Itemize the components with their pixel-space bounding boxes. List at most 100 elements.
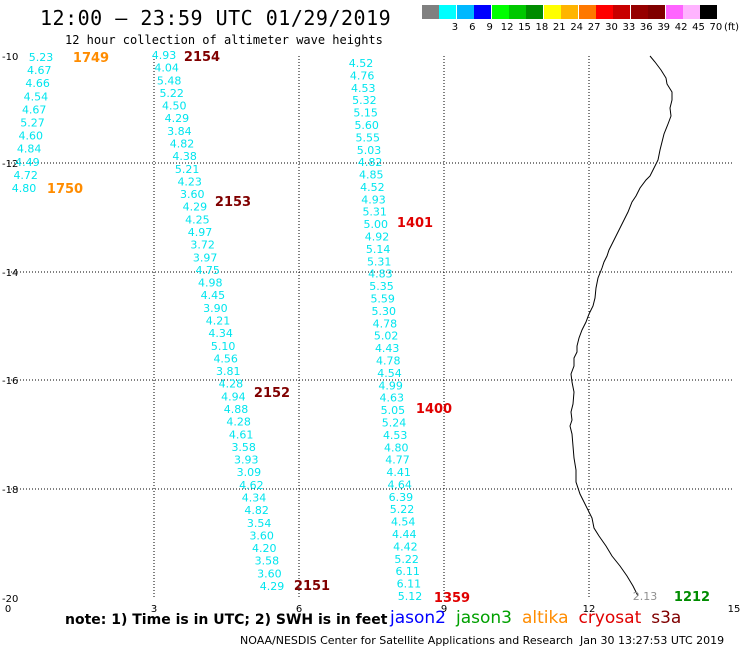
wave-height-value: 4.64 [387, 478, 412, 491]
wave-height-value: 4.04 [154, 62, 179, 75]
wave-height-value: 4.82 [244, 504, 269, 517]
wave-height-value: 3.72 [190, 239, 215, 252]
wave-height-value: 4.77 [385, 454, 410, 467]
mission-name: jason2 [390, 608, 446, 628]
legend-label: 33 [622, 22, 636, 33]
wave-height-value: 4.82 [358, 156, 383, 169]
wave-height-value: 6.11 [395, 565, 420, 578]
axis-labels: 0 3 6 9 12 15 -10 -12 -14 -16 -18 -20 [2, 52, 740, 615]
wave-height-value: 4.44 [392, 528, 417, 541]
wave-height-value: 4.29 [183, 201, 208, 214]
wave-height-value: 4.75 [195, 264, 220, 277]
legend-label: 18 [535, 22, 549, 33]
wave-height-value: 4.99 [378, 379, 403, 392]
pass-time-label: 2154 [184, 50, 220, 65]
wave-height-value: 4.78 [376, 355, 401, 368]
legend-label: 21 [552, 22, 566, 33]
legend-swatch [543, 5, 561, 19]
legend-swatch [578, 5, 596, 19]
mission-legend: jason2 jason3 altika cryosat s3a [390, 608, 691, 628]
wave-height-value: 4.85 [359, 169, 384, 182]
wave-height-value: 5.31 [362, 206, 387, 219]
legend-swatch [648, 5, 666, 19]
wave-height-value: 5.22 [159, 87, 184, 100]
legend-label: 45 [692, 22, 705, 33]
legend-label: 3 [451, 22, 459, 33]
legend-label: 30 [605, 22, 618, 33]
wave-height-value: 4.29 [260, 580, 285, 593]
wave-height-value: 4.34 [242, 492, 267, 505]
wave-height-value: 5.23 [29, 51, 54, 64]
legend-label: 12 [500, 22, 514, 33]
wave-height-value: 4.41 [386, 466, 411, 479]
wave-height-value: 4.49 [15, 156, 40, 169]
wave-height-value: 3.09 [237, 466, 262, 479]
wave-height-value: 4.43 [375, 342, 400, 355]
wave-height-value: 4.60 [19, 130, 44, 143]
wave-height-value: 4.21 [206, 315, 231, 328]
wave-height-value: 4.52 [349, 57, 374, 70]
wave-height-value: 4.80 [384, 441, 409, 454]
pass-time-label: 2153 [215, 195, 251, 210]
wave-height-value: 3.81 [216, 365, 241, 378]
wave-height-value: 4.72 [13, 169, 38, 182]
mission-name: s3a [651, 608, 682, 628]
legend-label: 15 [518, 22, 531, 33]
wave-height-value: 4.54 [377, 367, 402, 380]
page-subtitle: 12 hour collection of altimeter wave hei… [65, 33, 383, 47]
wave-height-value: 4.53 [351, 82, 376, 95]
wave-height-value: 4.38 [172, 150, 197, 163]
pass-time-label: 1359 [434, 591, 470, 606]
wave-height-value: 3.58 [255, 555, 280, 568]
pass-time-label: 1400 [416, 402, 452, 417]
wave-height-value: 4.28 [226, 416, 251, 429]
wave-height-value: 5.12 [398, 590, 423, 603]
wave-height-value: 5.35 [369, 280, 394, 293]
wave-height-value: 5.02 [374, 330, 399, 343]
wave-height-value: 5.32 [352, 94, 377, 107]
wave-height-value: 4.78 [373, 317, 398, 330]
wave-height-value: 5.48 [157, 74, 182, 87]
coastline [569, 55, 673, 597]
legend-label: 36 [639, 22, 653, 33]
pass-time-labels: 1749 1750 2154 2153 2152 2151 1401 1400 1359 1212 [47, 50, 710, 606]
wave-height-value: 6.39 [389, 491, 414, 504]
wave-height-value: 5.15 [353, 107, 378, 120]
wave-height-value: 4.82 [170, 138, 195, 151]
wave-height-value: 4.66 [25, 77, 50, 90]
wave-height-value: 5.21 [175, 163, 200, 176]
pass-time-label: 1749 [73, 51, 109, 66]
pass-time-label: 1401 [397, 216, 433, 231]
wave-height-value: 3.58 [231, 441, 256, 454]
legend-swatch [422, 5, 439, 19]
wave-height-value: 3.60 [180, 188, 205, 201]
wave-height-value: 4.67 [27, 64, 52, 77]
credit-text: NOAA/NESDIS Center for Satellite Applica… [240, 634, 574, 647]
legend-unit: (ft) [724, 22, 740, 33]
legend-swatch [630, 5, 648, 19]
wave-height-value: 4.34 [208, 327, 233, 340]
y-tick-label: -12 [2, 159, 18, 170]
wave-height-value: 3.54 [247, 517, 272, 530]
x-tick-label: 9 [441, 604, 447, 615]
mission-name: jason3 [456, 608, 512, 628]
wave-height-value: 5.22 [390, 503, 415, 516]
x-tick-label: 12 [583, 604, 596, 615]
wave-height-value: 4.92 [365, 231, 390, 244]
wave-height-value: 4.63 [380, 392, 405, 405]
wave-height-value: 5.10 [211, 340, 236, 353]
footer-note: note: 1) Time is in UTC; 2) SWH is in fe… [65, 612, 388, 628]
legend-swatch [491, 5, 509, 19]
altimeter-tracks: 5.234.674.664.544.675.274.604.844.494.72… [12, 49, 658, 603]
wave-height-value: 4.97 [188, 226, 213, 239]
wave-height-value: 4.56 [213, 352, 238, 365]
y-tick-label: -10 [2, 52, 18, 63]
wave-height-value: 4.42 [393, 540, 418, 553]
pass-time-label: 2151 [294, 579, 330, 594]
legend-swatch [526, 5, 544, 19]
wave-height-value: 5.59 [370, 293, 395, 306]
wave-height-value: 4.25 [185, 213, 210, 226]
legend-label: 9 [486, 22, 493, 33]
y-tick-label: -18 [2, 485, 18, 496]
